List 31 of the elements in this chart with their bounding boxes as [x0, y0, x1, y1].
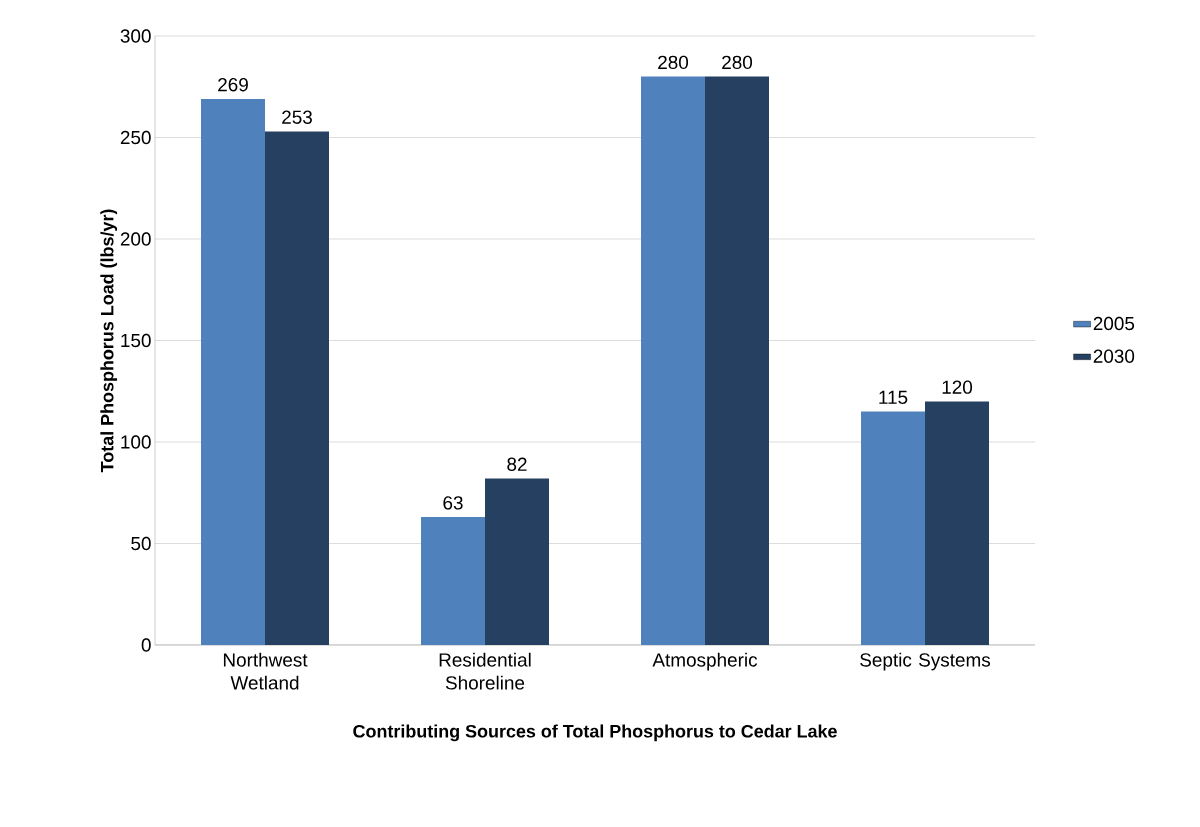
bar [925, 401, 990, 645]
y-axis-title: Total Phosphorus Load (lbs/yr) [100, 209, 118, 473]
x-tick-label: Atmospheric [652, 652, 758, 671]
bar [861, 411, 926, 645]
data-label: 120 [942, 380, 973, 394]
y-tick-label: 250 [120, 130, 151, 145]
y-tick-label: 200 [120, 232, 151, 246]
data-label: 82 [507, 457, 527, 472]
x-tick-label: Northwest Wetland [223, 652, 308, 690]
y-tick-label: 300 [120, 29, 151, 43]
y-tick-label: 50 [131, 536, 151, 551]
x-tick-label: Septic Systems [860, 652, 991, 671]
data-label: 115 [879, 390, 908, 405]
bar [641, 76, 706, 645]
bar [265, 131, 330, 645]
bar [201, 98, 266, 645]
y-tick-label: 0 [141, 638, 151, 652]
bar [705, 76, 770, 645]
legend-label: 2030 [1093, 349, 1135, 363]
y-tick-label: 100 [121, 435, 151, 449]
data-label: 280 [722, 55, 753, 70]
data-label: 253 [282, 110, 312, 124]
legend-label: 2005 [1093, 316, 1135, 331]
bar [485, 478, 550, 645]
data-label: 280 [658, 55, 689, 70]
y-tick-label: 150 [121, 333, 151, 348]
data-label: 63 [443, 496, 463, 510]
bar [421, 517, 486, 645]
x-axis-title: Contributing Sources of Total Phosphorus to Cedar Lake [353, 724, 837, 742]
data-label: 269 [218, 77, 248, 92]
x-tick-label: Residential Shoreline [439, 652, 531, 690]
